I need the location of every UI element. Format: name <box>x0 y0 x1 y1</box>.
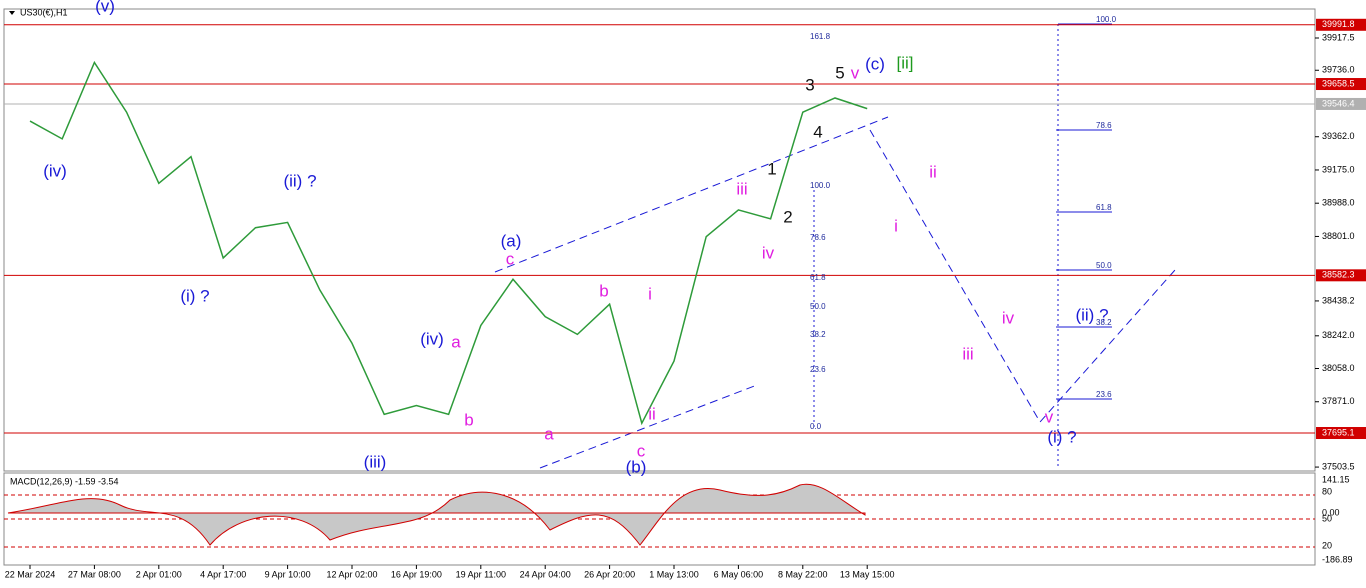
wave-label: b <box>599 281 608 300</box>
x-tick-label: 9 Apr 10:00 <box>265 569 311 579</box>
price-level-tag <box>1316 269 1366 282</box>
wave-label: i <box>894 216 898 235</box>
wave-label: (c) <box>865 54 885 73</box>
wave-label: (i) ? <box>1047 427 1076 446</box>
x-tick-label: 1 May 13:00 <box>649 569 699 579</box>
wave-label: (ii) ? <box>283 171 316 190</box>
x-tick-label: 6 May 06:00 <box>714 569 764 579</box>
wave-label: (ii) ? <box>1075 305 1108 324</box>
y-tick-label: 39917.5 <box>1322 32 1355 42</box>
y-tick-label: 38058.0 <box>1322 363 1355 373</box>
macd-scale-label: 20 <box>1322 540 1332 550</box>
wave-label: (iv) <box>420 329 444 348</box>
fib-label: 78.6 <box>1096 121 1112 130</box>
wave-label: 4 <box>813 122 822 141</box>
price-level-tag <box>1316 97 1366 110</box>
price-level-tag <box>1316 18 1366 31</box>
wave-label: 1 <box>767 159 776 178</box>
wave-label: a <box>451 332 461 351</box>
x-tick-label: 13 May 15:00 <box>840 569 895 579</box>
chart-title: US30(€),H1 <box>20 7 68 17</box>
wave-label: 2 <box>783 207 792 226</box>
macd-scale-label: 50 <box>1322 513 1332 523</box>
wave-label: c <box>506 249 515 268</box>
wave-label: (iv) <box>43 161 67 180</box>
channel-line <box>494 116 889 273</box>
wave-label: b <box>464 410 473 429</box>
fib-label: 100.0 <box>810 181 831 190</box>
wave-label: iii <box>736 179 747 198</box>
fib-label: 23.6 <box>810 365 826 374</box>
y-tick-label: 39175.0 <box>1322 164 1355 174</box>
y-tick-label: 38988.0 <box>1322 198 1355 208</box>
wave-label: (i) ? <box>180 286 209 305</box>
fib-label: 23.6 <box>1096 390 1112 399</box>
price-line <box>29 60 868 426</box>
x-tick-label: 8 May 22:00 <box>778 569 828 579</box>
macd-scale-label: 80 <box>1322 486 1332 496</box>
macd-scale-label: -186.89 <box>1322 554 1353 564</box>
y-tick-label: 39736.0 <box>1322 65 1355 75</box>
wave-label: iv <box>1002 308 1015 327</box>
price-level-tag <box>1316 78 1366 91</box>
y-tick-label: 38801.0 <box>1322 231 1355 241</box>
x-tick-label: 12 Apr 02:00 <box>326 569 377 579</box>
x-tick-label: 26 Apr 20:00 <box>584 569 635 579</box>
price-level-tag <box>1316 427 1366 440</box>
wave-label: 3 <box>805 75 814 94</box>
macd-scale-label: 141.15 <box>1322 474 1350 484</box>
x-tick-label: 24 Apr 04:00 <box>520 569 571 579</box>
x-tick-label: 2 Apr 01:00 <box>136 569 182 579</box>
y-tick-label: 38438.2 <box>1322 295 1355 305</box>
main-frame <box>3 8 1316 472</box>
fib-label: 0.0 <box>810 422 822 431</box>
wave-label: (v) <box>95 0 115 15</box>
fib-label: 61.8 <box>1096 203 1112 212</box>
wave-label: a <box>544 424 554 443</box>
price-level-label: 38582.3 <box>1322 270 1355 280</box>
fib-label: 38.2 <box>1096 318 1112 327</box>
price-level-label: 37695.1 <box>1322 427 1355 437</box>
wave-label: c <box>637 441 646 460</box>
y-tick-label: 37503.5 <box>1322 461 1355 471</box>
fib-label: 78.6 <box>810 233 826 242</box>
fib-label: 100.0 <box>1096 15 1117 24</box>
fib-label: 50.0 <box>1096 261 1112 270</box>
y-tick-label: 37871.0 <box>1322 396 1355 406</box>
wave-label: v <box>1045 407 1054 426</box>
wave-label: (b) <box>626 457 647 476</box>
wave-label: ii <box>929 162 937 181</box>
price-level-label: 39991.8 <box>1322 19 1355 29</box>
macd-histogram <box>7 483 866 546</box>
y-tick-label: 39362.0 <box>1322 131 1355 141</box>
x-tick-label: 27 Mar 08:00 <box>68 569 121 579</box>
wave-lines <box>494 23 1176 469</box>
x-tick-label: 19 Apr 11:00 <box>456 569 506 579</box>
wave-label: (iii) <box>364 452 387 471</box>
fib-label: 50.0 <box>810 302 826 311</box>
channel-line <box>539 384 758 469</box>
macd-label: MACD(12,26,9) -1.59 -3.54 <box>10 476 119 486</box>
fib-label: 38.2 <box>810 330 826 339</box>
wave-label: ii <box>648 404 656 423</box>
fib-label: 61.8 <box>810 273 826 282</box>
wave-label: iv <box>762 243 775 262</box>
x-tick-label: 16 Apr 19:00 <box>391 569 442 579</box>
menu-arrow[interactable] <box>9 11 15 15</box>
y-tick-label: 38242.0 <box>1322 330 1355 340</box>
price-level-label: 39658.5 <box>1322 78 1355 88</box>
macd-scale-label: 0.00 <box>1322 507 1340 517</box>
price-level-label: 39546.4 <box>1322 98 1355 108</box>
wave-label: 5 <box>835 63 844 82</box>
x-tick-label: 4 Apr 17:00 <box>200 569 246 579</box>
fib-label: 161.8 <box>810 32 831 41</box>
wave-label: v <box>851 63 860 82</box>
wave-label: i <box>648 284 652 303</box>
x-tick-label: 22 Mar 2024 <box>5 569 56 579</box>
projection-line <box>869 129 1176 423</box>
wave-label: (a) <box>501 231 522 250</box>
wave-label: iii <box>962 344 973 363</box>
wave-label: [ii] <box>897 53 914 72</box>
